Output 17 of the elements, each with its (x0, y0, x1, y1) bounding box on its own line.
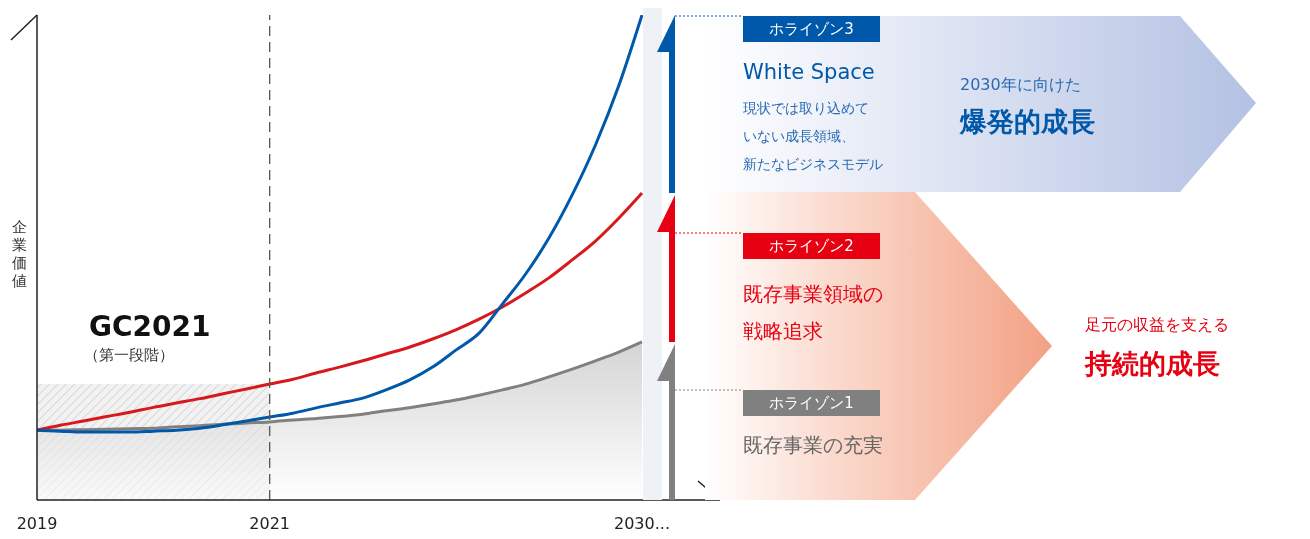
text: 既存事業の充実 (743, 432, 883, 459)
x-tick-label: 2021 (249, 514, 291, 534)
text: White Space (743, 60, 875, 84)
text: 足元の収益を支える (1085, 315, 1229, 336)
text: ホライゾン3 (743, 16, 880, 42)
text: 2030年に向けた (960, 75, 1081, 96)
y-axis-title: 企業価値 (11, 218, 27, 290)
band-label: GC2021 (89, 310, 211, 344)
text: 爆発的成長 (960, 105, 1095, 139)
text: ホライゾン2 (743, 233, 880, 259)
text: 現状では取り込めていない成長領域、新たなビジネスモデル (743, 99, 883, 174)
x-tick-label: 2030... (614, 514, 670, 534)
text: 持続的成長 (1085, 347, 1220, 381)
x-tick-label: 2019 (16, 514, 58, 534)
annotation: （第一段階） (84, 346, 174, 365)
text: 既存事業領域の戦略追求 (743, 281, 883, 345)
text: ホライゾン1 (743, 390, 880, 416)
